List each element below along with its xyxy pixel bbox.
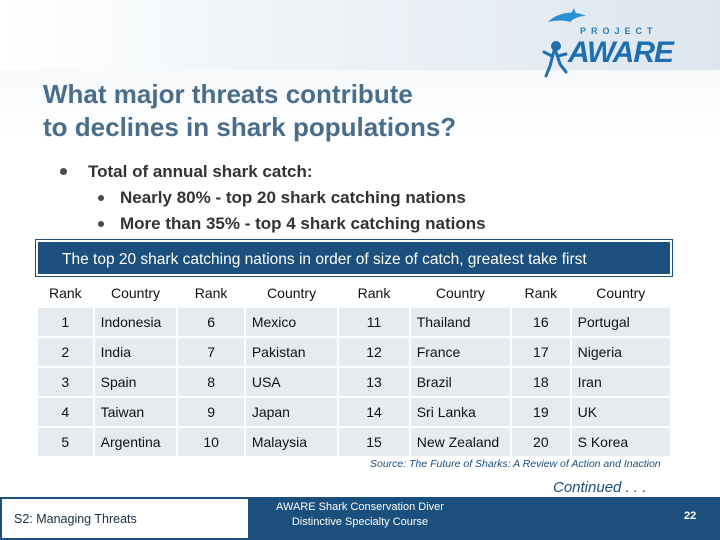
rank-cell: 1 bbox=[38, 308, 93, 336]
bullet-dot-icon bbox=[60, 168, 67, 175]
country-cell: Brazil bbox=[410, 368, 511, 396]
bullet-sub-text: Nearly 80% - top 20 shark catching natio… bbox=[120, 188, 466, 207]
shark-diver-icon bbox=[542, 8, 586, 78]
rank-cell: 16 bbox=[512, 308, 570, 336]
country-cell: Sri Lanka bbox=[410, 398, 511, 426]
bullet-dot-icon bbox=[98, 221, 104, 227]
rank-cell: 11 bbox=[339, 308, 409, 336]
rank-cell: 15 bbox=[339, 428, 409, 456]
country-cell: Japan bbox=[245, 398, 338, 426]
rank-cell: 3 bbox=[38, 368, 93, 396]
rank-cell: 2 bbox=[38, 338, 93, 366]
project-aware-logo: PROJECT AWARE bbox=[540, 6, 710, 78]
rank-cell: 4 bbox=[38, 398, 93, 426]
table-row: 5 Argentina 10 Malaysia 15 New Zealand 2… bbox=[38, 428, 670, 456]
rank-cell: 6 bbox=[178, 308, 244, 336]
bullet-sub-2: More than 35% - top 4 shark catching nat… bbox=[60, 212, 660, 238]
table-row: 2 India 7 Pakistan 12 France 17 Nigeria bbox=[38, 338, 670, 366]
title-line-2: to declines in shark populations? bbox=[43, 112, 457, 142]
source-citation: Source: The Future of Sharks: A Review o… bbox=[370, 458, 661, 470]
page-number: 22 bbox=[684, 510, 697, 522]
table-caption: The top 20 shark catching nations in ord… bbox=[35, 239, 673, 277]
country-cell: Iran bbox=[571, 368, 670, 396]
column-header: Country bbox=[410, 280, 511, 306]
country-cell: Thailand bbox=[410, 308, 511, 336]
footer-bar: S2: Managing Threats AWARE Shark Conserv… bbox=[0, 497, 720, 540]
country-cell: France bbox=[410, 338, 511, 366]
column-header: Rank bbox=[38, 280, 93, 306]
bullet-main-text: Total of annual shark catch: bbox=[88, 162, 313, 181]
footer-course-line-1: AWARE Shark Conservation Diver bbox=[276, 501, 444, 513]
country-cell: Spain bbox=[94, 368, 177, 396]
logo-main-text: AWARE bbox=[568, 36, 674, 69]
footer-course-line-2: Distinctive Specialty Course bbox=[291, 516, 429, 528]
table-row: 1 Indonesia 6 Mexico 11 Thailand 16 Port… bbox=[38, 308, 670, 336]
rank-cell: 13 bbox=[339, 368, 409, 396]
rank-cell: 12 bbox=[339, 338, 409, 366]
country-cell: UK bbox=[571, 398, 670, 426]
country-cell: Malaysia bbox=[245, 428, 338, 456]
rank-cell: 14 bbox=[339, 398, 409, 426]
column-header: Rank bbox=[178, 280, 244, 306]
bullet-list: Total of annual shark catch: Nearly 80% … bbox=[60, 160, 660, 238]
rank-cell: 8 bbox=[178, 368, 244, 396]
rank-cell: 17 bbox=[512, 338, 570, 366]
footer-section-box: S2: Managing Threats bbox=[0, 497, 250, 540]
country-cell: Nigeria bbox=[571, 338, 670, 366]
column-header: Country bbox=[94, 280, 177, 306]
logo-small-text: PROJECT bbox=[580, 26, 658, 36]
column-header: Country bbox=[571, 280, 670, 306]
country-cell: New Zealand bbox=[410, 428, 511, 456]
column-header: Country bbox=[245, 280, 338, 306]
page-title: What major threats contribute to decline… bbox=[43, 78, 563, 144]
bullet-dot-icon bbox=[98, 195, 104, 201]
country-cell: India bbox=[94, 338, 177, 366]
country-cell: S Korea bbox=[571, 428, 670, 456]
country-cell: Pakistan bbox=[245, 338, 338, 366]
country-cell: Taiwan bbox=[94, 398, 177, 426]
country-cell: USA bbox=[245, 368, 338, 396]
rank-cell: 19 bbox=[512, 398, 570, 426]
country-cell: Portugal bbox=[571, 308, 670, 336]
rank-cell: 7 bbox=[178, 338, 244, 366]
country-cell: Indonesia bbox=[94, 308, 177, 336]
rank-cell: 18 bbox=[512, 368, 570, 396]
rank-cell: 10 bbox=[178, 428, 244, 456]
country-cell: Argentina bbox=[94, 428, 177, 456]
rank-cell: 9 bbox=[178, 398, 244, 426]
ranking-table: Rank Country Rank Country Rank Country R… bbox=[36, 278, 672, 458]
footer-course-title: AWARE Shark Conservation Diver Distincti… bbox=[250, 500, 470, 530]
title-line-1: What major threats contribute bbox=[43, 79, 413, 109]
bullet-sub-1: Nearly 80% - top 20 shark catching natio… bbox=[60, 186, 660, 212]
continued-label: Continued . . . bbox=[553, 479, 647, 496]
footer-section-label: S2: Managing Threats bbox=[14, 512, 137, 526]
table-header-row: Rank Country Rank Country Rank Country R… bbox=[38, 280, 670, 306]
column-header: Rank bbox=[339, 280, 409, 306]
rank-cell: 5 bbox=[38, 428, 93, 456]
bullet-sub-text: More than 35% - top 4 shark catching nat… bbox=[120, 214, 486, 233]
shark-catch-table: The top 20 shark catching nations in ord… bbox=[35, 239, 673, 458]
header-band bbox=[0, 0, 720, 70]
bullet-main: Total of annual shark catch: bbox=[60, 160, 660, 186]
country-cell: Mexico bbox=[245, 308, 338, 336]
table-row: 3 Spain 8 USA 13 Brazil 18 Iran bbox=[38, 368, 670, 396]
table-row: 4 Taiwan 9 Japan 14 Sri Lanka 19 UK bbox=[38, 398, 670, 426]
column-header: Rank bbox=[512, 280, 570, 306]
rank-cell: 20 bbox=[512, 428, 570, 456]
